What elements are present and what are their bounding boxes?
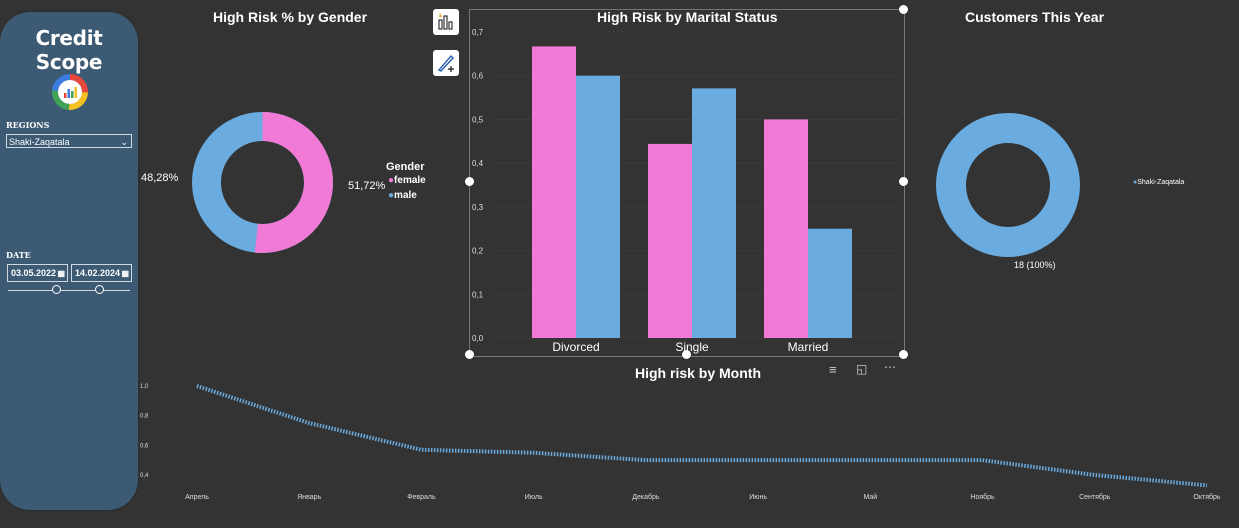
- x-category-label: Single: [675, 340, 709, 354]
- y-tick-label: 0,6: [472, 72, 484, 81]
- app-title: Credit Scope: [35, 26, 103, 74]
- date-from-input[interactable]: 03.05.2022 ▦: [7, 264, 68, 282]
- date-from-value: 03.05.2022: [11, 268, 57, 278]
- customers-data-label: 18 (100%): [1014, 260, 1056, 270]
- y-tick-label: 0,0: [472, 334, 484, 343]
- customers-legend-item[interactable]: ●Shaki-Zaqatala: [1133, 179, 1184, 186]
- x-month-label: Октябрь: [1193, 493, 1220, 501]
- y-tick-label: 0,2: [472, 247, 484, 256]
- y-tick-label: 0,5: [472, 115, 484, 124]
- female-pct-label: 51,72%: [348, 180, 386, 192]
- bar-single-s2[interactable]: [692, 88, 736, 339]
- x-month-label: Ноябрь: [970, 493, 995, 501]
- legend-dot-icon: ●: [388, 190, 395, 201]
- legend-item-female[interactable]: ●female: [388, 175, 426, 186]
- calendar-icon[interactable]: ▦: [121, 269, 129, 278]
- y-tick-label: 0,7: [472, 28, 484, 37]
- date-slider-end-handle[interactable]: [95, 285, 104, 294]
- x-month-label: Май: [863, 493, 877, 501]
- date-to-value: 14.02.2024: [75, 268, 121, 278]
- legend-dot-icon: ●: [388, 175, 395, 186]
- resize-handle[interactable]: [465, 350, 474, 359]
- x-month-label: Январь: [297, 494, 321, 501]
- gender-donut-chart: [192, 112, 333, 253]
- y-tick-label: 0,3: [472, 203, 484, 212]
- focus-mode-icon[interactable]: ◱: [856, 362, 868, 376]
- gender-slice-female[interactable]: [192, 112, 333, 253]
- resize-handle[interactable]: [465, 177, 474, 186]
- y-tick-label: 0,8: [140, 414, 149, 420]
- legend-dot-icon: ●: [1133, 179, 1138, 186]
- chevron-down-icon: ⌄: [120, 137, 128, 147]
- calendar-icon[interactable]: ▦: [57, 269, 65, 278]
- month-line-chart: 0,4 0,6 0,8 1,0 Апрель Январь Февраль Июль Декаб…: [140, 384, 1221, 501]
- date-to-input[interactable]: 14.02.2024 ▦: [71, 264, 132, 282]
- customers-chart-title: Customers This Year: [965, 9, 1105, 25]
- marital-bar-chart: 0,0 0,1 0,2 0,3 0,4 0,5 0,6 0,7 Divorced Single Ma…: [472, 28, 900, 354]
- gender-chart-title: High Risk % by Gender: [213, 9, 368, 25]
- x-month-label: Июль: [525, 494, 543, 501]
- x-month-label: Сентябрь: [1079, 493, 1111, 501]
- y-tick-label: 0,4: [140, 473, 149, 479]
- resize-handle[interactable]: [899, 350, 908, 359]
- filter-icon[interactable]: ≡: [829, 362, 837, 377]
- analytics-brush-icon[interactable]: [433, 50, 459, 76]
- x-month-label: Июнь: [749, 494, 767, 501]
- app-logo-icon: [52, 74, 88, 110]
- bar-divorced-s1[interactable]: [532, 46, 576, 338]
- y-tick-label: 0,6: [140, 443, 149, 449]
- bar-single-s1[interactable]: [648, 143, 692, 338]
- x-category-label: Married: [788, 340, 829, 354]
- resize-handle[interactable]: [899, 5, 908, 14]
- marital-chart-title: High Risk by Marital Status: [597, 9, 778, 25]
- date-slider-start-handle[interactable]: [52, 285, 62, 294]
- resize-handle[interactable]: [899, 177, 908, 186]
- bar-divorced-s2[interactable]: [576, 75, 620, 338]
- y-tick-label: 0,1: [472, 290, 484, 299]
- resize-handle[interactable]: [682, 350, 691, 359]
- month-line-series[interactable]: [196, 384, 1208, 488]
- regions-label: REGIONS: [6, 120, 50, 130]
- male-pct-label: 48,28%: [141, 172, 179, 184]
- x-month-label: Апрель: [185, 494, 209, 501]
- y-tick-label: 0,4: [472, 159, 484, 168]
- date-label: DATE: [6, 250, 31, 260]
- y-tick-label: 1,0: [140, 384, 149, 390]
- more-options-icon[interactable]: ⋯: [884, 360, 896, 374]
- gender-legend-title: Gender: [386, 161, 425, 173]
- legend-item-male[interactable]: ●male: [388, 190, 417, 201]
- x-month-label: Декабрь: [632, 493, 660, 501]
- region-dropdown[interactable]: Shaki-Zaqatala ⌄: [6, 134, 132, 148]
- bar-married-s1[interactable]: [764, 119, 808, 338]
- visual-format-icon[interactable]: [433, 9, 459, 35]
- customers-slice-shaki-zaqatala[interactable]: [936, 113, 1080, 257]
- legend-label: male: [394, 190, 417, 201]
- x-category-label: Divorced: [552, 340, 599, 354]
- date-slider-track[interactable]: [8, 290, 130, 291]
- customers-donut-chart: [936, 113, 1080, 257]
- legend-label: Shaki-Zaqatala: [1137, 179, 1185, 186]
- legend-label: female: [394, 175, 426, 186]
- month-chart-title: High risk by Month: [635, 365, 761, 381]
- bar-married-s2[interactable]: [808, 228, 852, 338]
- x-month-label: Февраль: [407, 494, 436, 501]
- region-selected-value: Shaki-Zaqatala: [9, 137, 70, 147]
